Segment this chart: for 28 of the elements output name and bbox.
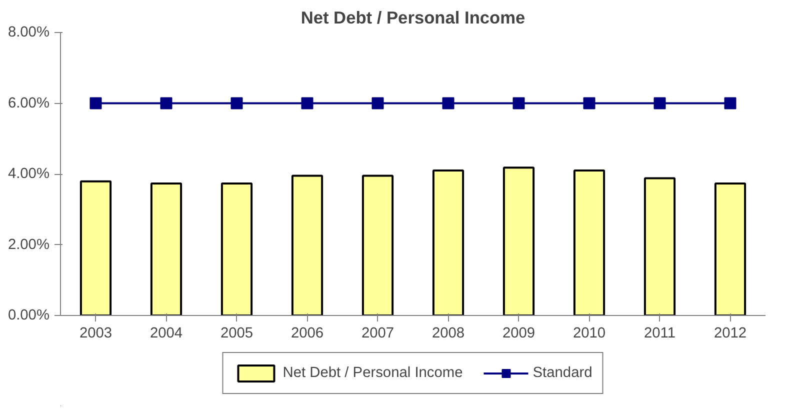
y-tick-label: 8.00% — [8, 24, 50, 40]
x-tick-label: 2003 — [79, 326, 112, 342]
x-tick-label: 2011 — [644, 326, 676, 342]
x-tick-label: 2012 — [714, 326, 747, 342]
bar — [362, 174, 394, 316]
y-tick-label: 0.00% — [8, 308, 50, 324]
x-tick-label: 2006 — [290, 326, 324, 342]
bar — [573, 169, 606, 316]
bar — [80, 180, 112, 316]
x-tick-label: 2010 — [572, 326, 606, 342]
bar — [150, 182, 182, 316]
legend-label: Standard — [532, 365, 592, 381]
x-tick-label: 2004 — [150, 326, 183, 342]
bar — [220, 182, 253, 316]
y-tick-label: 6.00% — [8, 95, 50, 112]
x-tick-label: 2007 — [361, 326, 394, 342]
y-tick-label: 4.00% — [8, 166, 50, 182]
x-tick-label: 2005 — [220, 326, 254, 342]
bar — [502, 166, 535, 316]
y-tick-label: 2.00% — [8, 236, 50, 253]
x-tick-label: 2009 — [502, 326, 536, 342]
bar — [644, 177, 676, 316]
chart-title: Net Debt / Personal Income — [300, 8, 526, 28]
legend-label: Net Debt / Personal Income — [282, 365, 463, 381]
bar — [432, 169, 464, 316]
bar — [714, 182, 746, 316]
x-tick-label: 2008 — [432, 326, 465, 342]
bar — [291, 174, 324, 316]
